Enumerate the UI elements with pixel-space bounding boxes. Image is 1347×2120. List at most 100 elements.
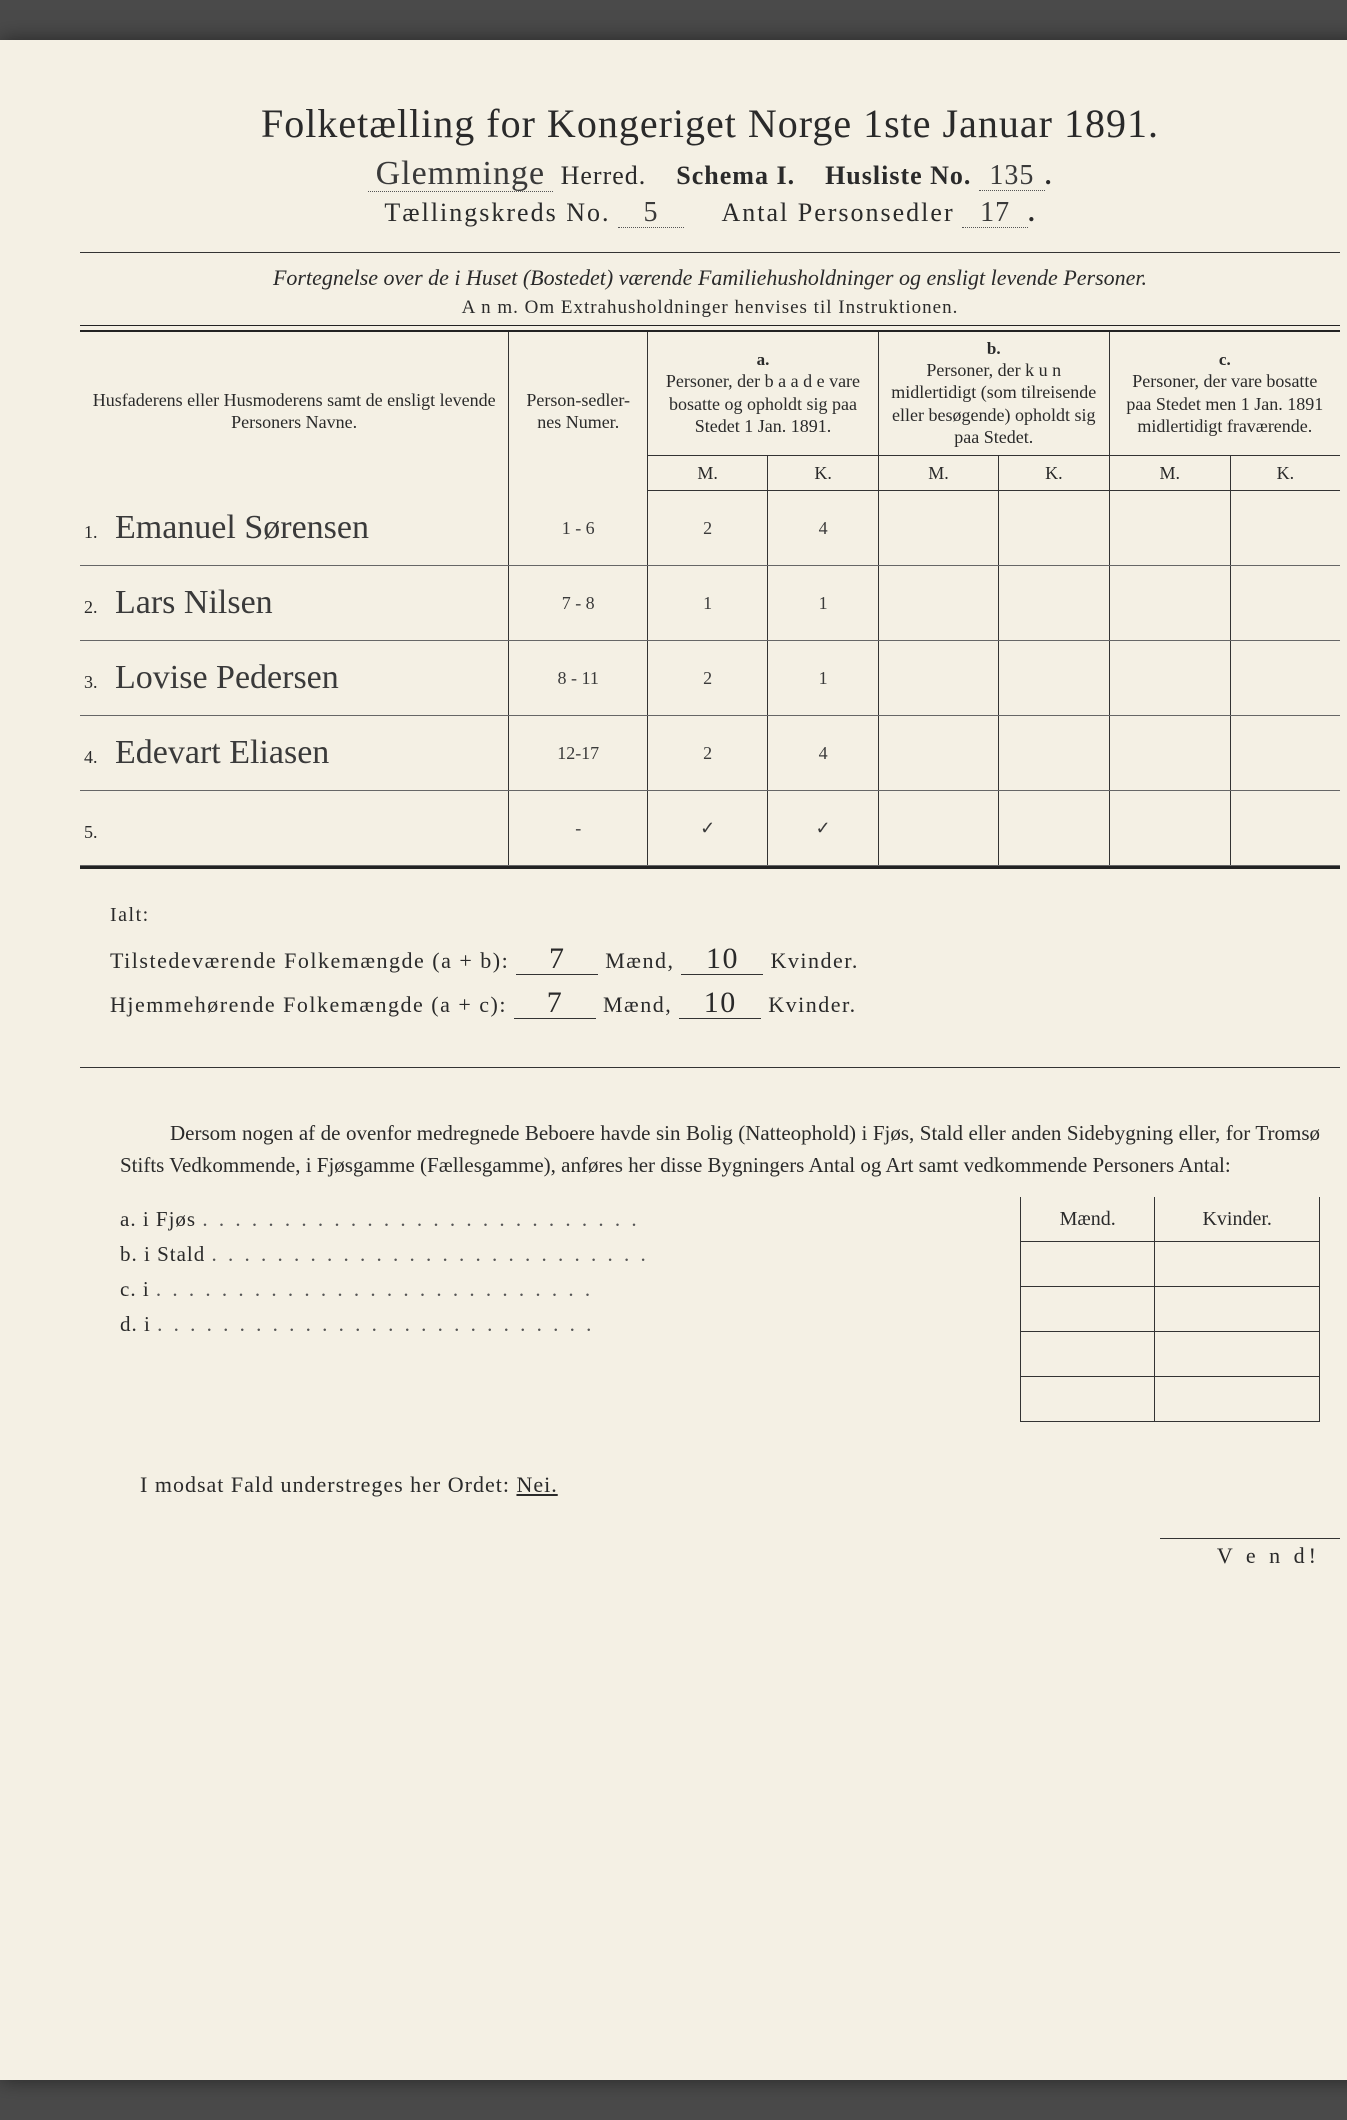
husliste-label: Husliste No.	[825, 161, 971, 190]
buildings-left: a. i Fjøs . . . . . . . . . . . . . . . …	[120, 1197, 1020, 1422]
row-name-cell: 4. Edevart Eliasen	[80, 716, 509, 791]
row-c-m	[1109, 491, 1230, 566]
totals-ab-label: Tilstedeværende Folkemængde (a + b):	[110, 948, 509, 973]
totals-ac-k: 10	[679, 988, 761, 1019]
row-name-cell: 2. Lars Nilsen	[80, 566, 509, 641]
buildings-paragraph-text: Dersom nogen af de ovenfor medregnede Be…	[120, 1121, 1320, 1177]
row-c-k	[1230, 791, 1340, 866]
schema-label: Schema I.	[676, 161, 795, 190]
buildings-cell	[1155, 1377, 1320, 1422]
row-c-k	[1230, 716, 1340, 791]
table-row: 4. Edevart Eliasen12-1724	[80, 716, 1340, 791]
table-row: 5. -✓✓	[80, 791, 1340, 866]
antal-handwritten: 17	[962, 199, 1028, 228]
row-name-handwritten: Lovise Pedersen	[115, 659, 339, 696]
row-num: -	[509, 791, 648, 866]
row-b-m	[878, 491, 998, 566]
table-row: 3. Lovise Pedersen8 - 1121	[80, 641, 1340, 716]
row-b-m	[878, 791, 998, 866]
building-label: d. i	[120, 1312, 151, 1336]
col-b-m: M.	[878, 455, 998, 491]
col-header-b: b. Personer, der k u n midlertidigt (som…	[878, 332, 1109, 456]
header-line-1: Glemminge Herred. Schema I. Husliste No.…	[80, 157, 1340, 192]
row-a-k: 4	[768, 716, 879, 791]
rule-2	[80, 1067, 1340, 1068]
col-header-num: Person-sedler-nes Numer.	[509, 332, 648, 491]
row-index: 3.	[84, 672, 110, 693]
row-num: 12-17	[509, 716, 648, 791]
husliste-no-handwritten: 135	[979, 162, 1045, 191]
row-c-m	[1109, 716, 1230, 791]
row-b-m	[878, 566, 998, 641]
row-a-m: ✓	[648, 791, 768, 866]
row-a-k: 4	[768, 491, 879, 566]
totals-ab-m: 7	[516, 944, 598, 975]
kreds-no-handwritten: 5	[618, 199, 684, 228]
kvinder-label-1: Kvinder.	[770, 948, 858, 973]
col-b-text: Personer, der k u n midlertidigt (som ti…	[887, 359, 1101, 449]
building-row: c. i . . . . . . . . . . . . . . . . . .…	[120, 1277, 1020, 1302]
row-a-k: ✓	[768, 791, 879, 866]
buildings-cell	[1021, 1377, 1155, 1422]
col-c-label: c.	[1118, 349, 1332, 370]
col-header-c: c. Personer, der vare bosatte paa Stedet…	[1109, 332, 1340, 456]
building-row: d. i . . . . . . . . . . . . . . . . . .…	[120, 1312, 1020, 1337]
nei-word: Nei.	[516, 1472, 557, 1497]
header-line-2: Tællingskreds No. 5 Antal Personsedler 1…	[80, 198, 1340, 228]
nei-line: I modsat Fald understreges her Ordet: Ne…	[140, 1472, 1320, 1498]
dots: . . . . . . . . . . . . . . . . . . . . …	[157, 1312, 594, 1336]
col-a-k: K.	[768, 455, 879, 491]
col-c-k: K.	[1230, 455, 1340, 491]
row-b-k	[999, 791, 1110, 866]
vend-label: V e n d!	[1160, 1538, 1340, 1569]
row-c-m	[1109, 791, 1230, 866]
buildings-m-header: Mænd.	[1021, 1197, 1155, 1242]
buildings-block: a. i Fjøs . . . . . . . . . . . . . . . …	[120, 1197, 1320, 1422]
buildings-right: Mænd. Kvinder.	[1020, 1197, 1320, 1422]
table-row: 2. Lars Nilsen7 - 811	[80, 566, 1340, 641]
maend-label-1: Mænd,	[605, 948, 674, 973]
row-index: 4.	[84, 747, 110, 768]
thick-rule	[80, 866, 1340, 869]
row-a-m: 2	[648, 641, 768, 716]
page-title: Folketælling for Kongeriget Norge 1ste J…	[80, 100, 1340, 147]
double-rule	[80, 325, 1340, 332]
row-index: 5.	[84, 822, 110, 843]
totals-block: Ialt: Tilstedeværende Folkemængde (a + b…	[110, 895, 1340, 1027]
col-a-m: M.	[648, 455, 768, 491]
col-a-label: a.	[656, 349, 870, 370]
row-index: 2.	[84, 597, 110, 618]
rule	[80, 252, 1340, 253]
col-b-label: b.	[887, 338, 1101, 359]
row-num: 7 - 8	[509, 566, 648, 641]
row-a-k: 1	[768, 566, 879, 641]
row-b-m	[878, 716, 998, 791]
buildings-cell	[1021, 1287, 1155, 1332]
row-num: 8 - 11	[509, 641, 648, 716]
row-name-cell: 5.	[80, 791, 509, 866]
row-a-m: 2	[648, 716, 768, 791]
ialt-label: Ialt:	[110, 895, 1340, 935]
row-num: 1 - 6	[509, 491, 648, 566]
buildings-mk-table: Mænd. Kvinder.	[1020, 1197, 1320, 1422]
row-name-handwritten: Lars Nilsen	[115, 584, 273, 621]
row-a-m: 1	[648, 566, 768, 641]
row-b-k	[999, 491, 1110, 566]
totals-ac-m: 7	[514, 988, 596, 1019]
row-b-k	[999, 716, 1110, 791]
building-row: a. i Fjøs . . . . . . . . . . . . . . . …	[120, 1207, 1020, 1232]
totals-ab-k: 10	[681, 944, 763, 975]
kreds-label: Tællingskreds No.	[384, 198, 610, 227]
buildings-cell	[1021, 1332, 1155, 1377]
herred-label: Herred.	[561, 161, 647, 190]
building-row: b. i Stald . . . . . . . . . . . . . . .…	[120, 1242, 1020, 1267]
row-name-handwritten: Emanuel Sørensen	[115, 509, 369, 546]
building-label: c. i	[120, 1277, 150, 1301]
nei-label: I modsat Fald understreges her Ordet:	[140, 1472, 510, 1497]
row-name-cell: 3. Lovise Pedersen	[80, 641, 509, 716]
buildings-cell	[1155, 1287, 1320, 1332]
buildings-paragraph: Dersom nogen af de ovenfor medregnede Be…	[120, 1118, 1320, 1181]
row-index: 1.	[84, 522, 110, 543]
census-form-page: Folketælling for Kongeriget Norge 1ste J…	[0, 40, 1347, 2080]
buildings-cell	[1021, 1242, 1155, 1287]
